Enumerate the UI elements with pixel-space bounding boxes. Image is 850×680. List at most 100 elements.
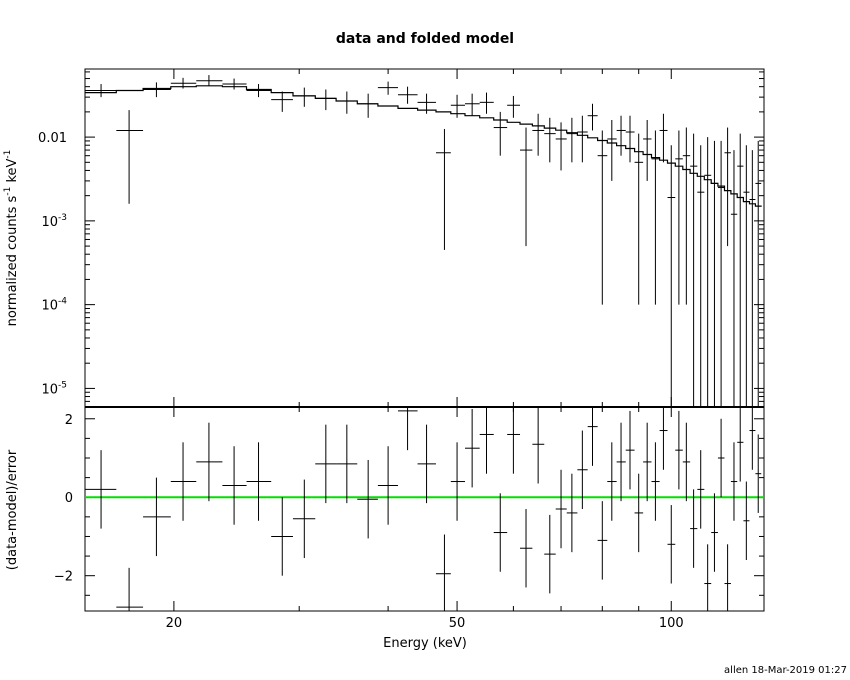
residual-point bbox=[336, 424, 358, 504]
residual-point bbox=[730, 442, 738, 521]
residual-point bbox=[271, 497, 293, 576]
residual-point bbox=[196, 422, 223, 502]
residual-point bbox=[711, 493, 718, 572]
residual-point bbox=[357, 459, 378, 539]
data-point bbox=[397, 86, 418, 104]
timestamp-footer: allen 18-Mar-2019 01:27 bbox=[724, 665, 847, 676]
residual-point bbox=[682, 422, 691, 502]
data-point bbox=[577, 115, 588, 163]
residual-point bbox=[520, 509, 533, 588]
data-point bbox=[667, 145, 676, 407]
x-tick-label: 50 bbox=[449, 616, 466, 631]
data-point bbox=[143, 82, 171, 98]
residual-point bbox=[116, 567, 144, 611]
residual-point bbox=[755, 434, 762, 513]
residual-point bbox=[625, 410, 635, 490]
data-point bbox=[682, 127, 691, 305]
data-point bbox=[507, 95, 521, 118]
residual-point bbox=[566, 473, 578, 553]
residual-point bbox=[170, 442, 197, 521]
data-point bbox=[755, 140, 762, 407]
data-point bbox=[493, 111, 508, 156]
data-point bbox=[659, 113, 668, 163]
residual-point bbox=[507, 407, 521, 474]
data-point bbox=[532, 113, 545, 156]
residual-point bbox=[749, 407, 756, 470]
data-point bbox=[690, 133, 698, 407]
top-panel-frame bbox=[84, 68, 765, 408]
data-point bbox=[597, 130, 608, 305]
data-point bbox=[520, 127, 533, 247]
top-y-tick-label: 10-5 bbox=[41, 380, 67, 397]
residual-point bbox=[493, 493, 508, 572]
data-point bbox=[634, 133, 644, 305]
x-axis-label: Energy (keV) bbox=[383, 636, 467, 651]
data-point bbox=[749, 150, 756, 407]
data-point bbox=[544, 117, 556, 163]
data-point bbox=[246, 84, 272, 98]
tick-base: 10 bbox=[41, 215, 58, 230]
data-point bbox=[435, 128, 451, 250]
data-point bbox=[450, 94, 465, 118]
folded-model-line bbox=[85, 85, 762, 207]
data-point bbox=[743, 145, 750, 407]
residual-point bbox=[697, 450, 705, 529]
top-y-tick-label: 10-3 bbox=[41, 213, 67, 230]
residual-point bbox=[292, 479, 316, 559]
tick-exponent: -5 bbox=[58, 380, 67, 390]
data-point bbox=[377, 81, 398, 95]
data-point bbox=[711, 140, 718, 407]
residual-point bbox=[464, 408, 480, 488]
bottom-panel-frame bbox=[84, 406, 765, 612]
residual-point bbox=[651, 442, 660, 521]
residual-point bbox=[634, 473, 644, 553]
data-point bbox=[417, 93, 436, 114]
residual-point bbox=[675, 410, 683, 490]
residual-point bbox=[587, 407, 598, 466]
data-point bbox=[116, 110, 144, 204]
top-y-tick-label: 0.01 bbox=[38, 131, 67, 146]
residual-point bbox=[659, 407, 668, 470]
data-point bbox=[479, 92, 494, 114]
top-y-tick-label: 10-4 bbox=[41, 297, 67, 314]
residual-point bbox=[577, 430, 588, 509]
data-point bbox=[555, 122, 567, 171]
data-point bbox=[737, 133, 744, 407]
data-point bbox=[730, 150, 738, 407]
residual-point bbox=[222, 446, 247, 525]
residual-point bbox=[479, 407, 494, 474]
residual-point bbox=[743, 481, 750, 560]
residual-point bbox=[704, 544, 712, 611]
residual-point bbox=[616, 422, 626, 502]
tick-base: 10 bbox=[41, 299, 58, 314]
residual-point bbox=[544, 514, 556, 594]
residual-point bbox=[737, 407, 744, 482]
chart-title: data and folded model bbox=[336, 31, 514, 47]
data-point bbox=[587, 103, 598, 131]
tick-base: 10 bbox=[41, 382, 58, 397]
residual-point bbox=[417, 424, 436, 504]
tick-exponent: -4 bbox=[58, 297, 67, 307]
data-point bbox=[170, 77, 197, 89]
data-point bbox=[697, 145, 705, 407]
data-point bbox=[607, 119, 617, 181]
data-point bbox=[625, 115, 635, 163]
data-point bbox=[704, 137, 712, 407]
data-point bbox=[675, 130, 683, 305]
residual-point bbox=[450, 442, 465, 521]
residual-point bbox=[435, 534, 451, 611]
data-point bbox=[616, 115, 626, 156]
bottom-y-tick-label: 0 bbox=[65, 491, 73, 506]
data-point bbox=[271, 91, 293, 112]
data-point bbox=[724, 127, 731, 247]
residual-point bbox=[532, 407, 545, 484]
data-point bbox=[357, 93, 378, 118]
residual-point bbox=[607, 442, 617, 521]
data-point bbox=[222, 78, 247, 90]
residual-point bbox=[377, 446, 398, 525]
data-point bbox=[315, 89, 337, 111]
bottom-y-tick-label: 2 bbox=[65, 413, 73, 428]
data-point bbox=[643, 119, 652, 181]
residual-point bbox=[143, 477, 171, 557]
